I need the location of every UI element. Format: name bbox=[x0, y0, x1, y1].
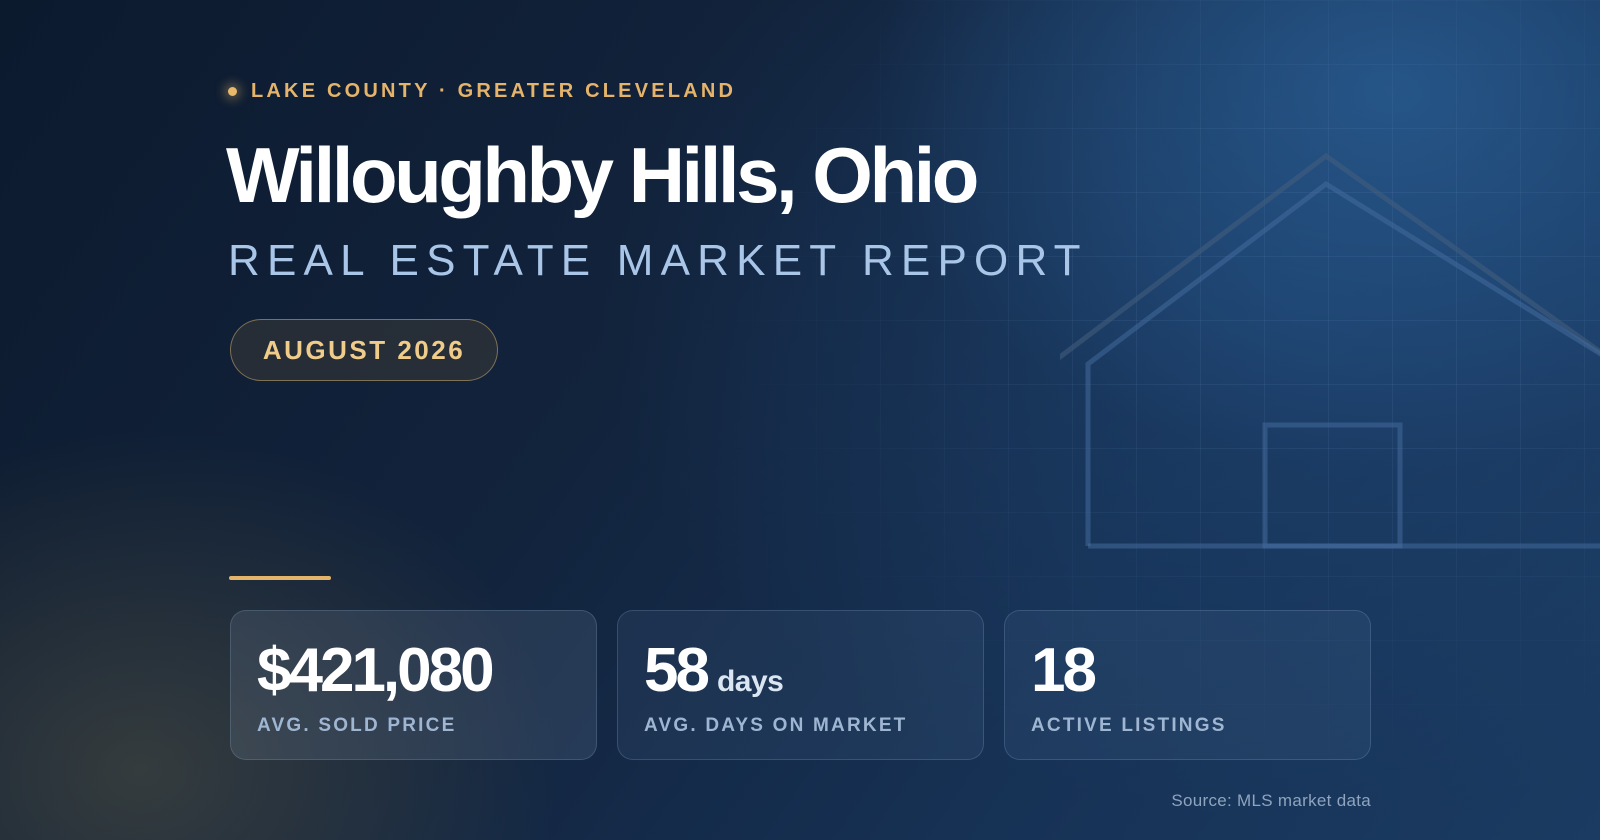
stat-label: AVG. DAYS ON MARKET bbox=[644, 715, 908, 736]
house-outline-icon bbox=[1060, 152, 1600, 549]
stat-card-avg-sold-price: $421,080 AVG. SOLD PRICE bbox=[230, 610, 597, 760]
location-text: LAKE COUNTY · GREATER CLEVELAND bbox=[251, 80, 737, 102]
background-grid bbox=[560, 0, 1600, 840]
stat-card-active-listings: 18 ACTIVE LISTINGS bbox=[1004, 610, 1371, 760]
stat-label: AVG. SOLD PRICE bbox=[257, 715, 457, 736]
report-subtitle: REAL ESTATE MARKET REPORT bbox=[228, 236, 1088, 285]
location-eyebrow: LAKE COUNTY · GREATER CLEVELAND bbox=[228, 80, 736, 103]
stat-value: $421,080 bbox=[257, 636, 495, 705]
stat-card-days-on-market: 58 days AVG. DAYS ON MARKET bbox=[617, 610, 984, 760]
page-title: Willoughby Hills, Ohio bbox=[226, 131, 979, 219]
stat-value: 58 bbox=[644, 636, 710, 705]
date-badge-label: AUGUST 2026 bbox=[262, 334, 466, 365]
stat-unit: days bbox=[716, 665, 784, 698]
accent-divider bbox=[229, 576, 331, 580]
source-note: Source: MLS market data bbox=[1171, 791, 1371, 810]
date-badge: AUGUST 2026 bbox=[230, 319, 498, 381]
dot-icon bbox=[228, 87, 237, 96]
stat-label: ACTIVE LISTINGS bbox=[1031, 715, 1227, 736]
stats-row: $421,080 AVG. SOLD PRICE 58 days AVG. DA… bbox=[230, 610, 1371, 760]
stat-value: 18 bbox=[1031, 636, 1097, 705]
